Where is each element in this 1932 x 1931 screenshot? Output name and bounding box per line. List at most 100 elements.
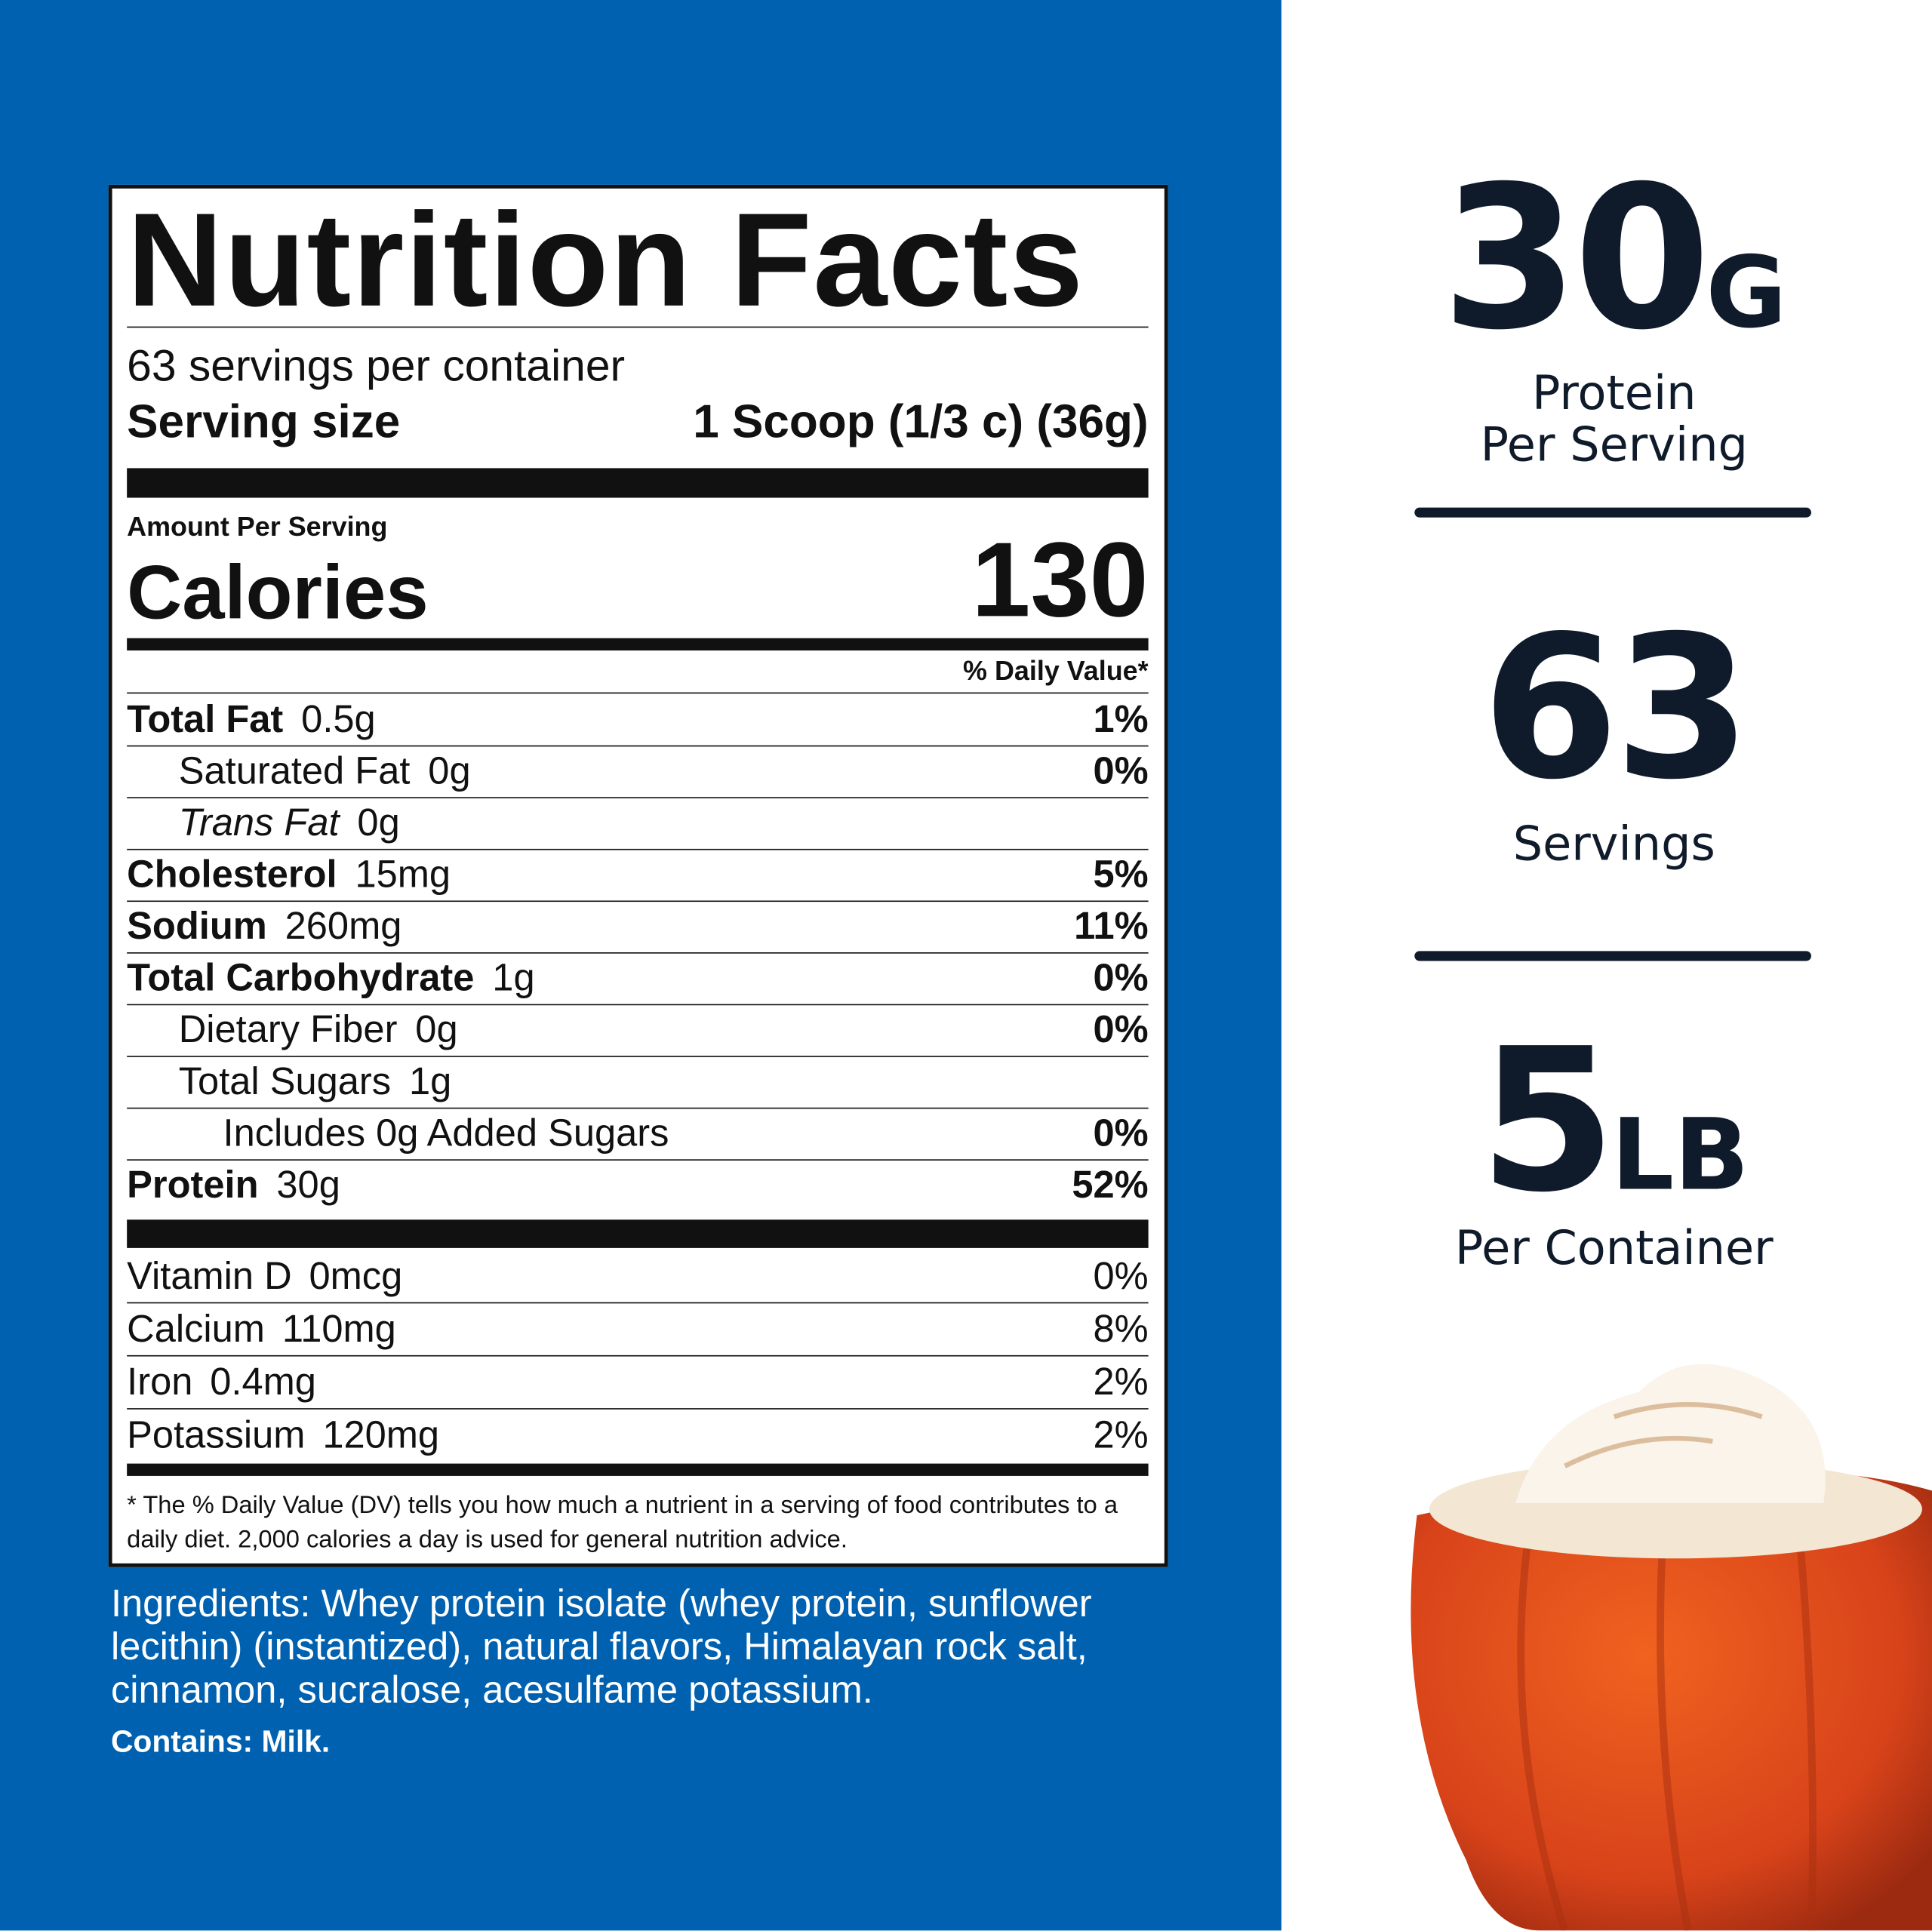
nutrient-row: Total Fat 0.5g 1% bbox=[127, 693, 1148, 746]
medium-rule bbox=[127, 1463, 1149, 1476]
nutrient-row: Includes 0g Added Sugars 0% bbox=[127, 1108, 1149, 1160]
rule bbox=[127, 692, 1149, 694]
rule bbox=[127, 326, 1149, 328]
nutrient-amount: 1g bbox=[408, 1059, 452, 1103]
rule bbox=[127, 1302, 1149, 1304]
nutrient-name: Dietary Fiber bbox=[178, 1007, 398, 1051]
nutrient-name: Trans Fat bbox=[178, 801, 340, 844]
nutrient-name: Total Carbohydrate bbox=[127, 955, 475, 1000]
medium-rule bbox=[127, 638, 1149, 651]
label-title: Nutrition Facts bbox=[127, 184, 1084, 334]
nutrient-text: Sodium 260mg bbox=[127, 904, 401, 947]
nutrient-row: Total Sugars 1g bbox=[127, 1056, 1148, 1108]
nutrient-text: Trans Fat 0g bbox=[127, 801, 400, 844]
nutrient-row: Cholesterol 15mg 5% bbox=[127, 849, 1148, 901]
stat-label: Per Container bbox=[1454, 1220, 1774, 1275]
contains: Contains: Milk. bbox=[110, 1724, 331, 1760]
calories-value: 130 bbox=[971, 521, 1149, 640]
nutrition-label bbox=[108, 184, 1168, 1567]
stat-value: 5 bbox=[1478, 1005, 1617, 1236]
nutrient-name: Total Fat bbox=[127, 697, 284, 741]
calories-label: Calories bbox=[127, 550, 429, 636]
serving-size-label: Serving size bbox=[127, 396, 401, 449]
rule bbox=[127, 1056, 1149, 1057]
vitamin-row: Iron 0.4mg 2% bbox=[127, 1357, 1148, 1409]
nutrient-text: Cholesterol 15mg bbox=[127, 853, 451, 896]
nutrient-name: Total Sugars bbox=[178, 1059, 392, 1103]
nutrient-amount: 1g bbox=[492, 955, 535, 1000]
daily-value-header: % Daily Value* bbox=[963, 655, 1149, 687]
rule bbox=[127, 1107, 1149, 1109]
servings-per-container: 63 servings per container bbox=[127, 340, 626, 391]
vitamin-amount: 110mg bbox=[281, 1307, 396, 1351]
nutrient-amount: 0g bbox=[428, 749, 471, 792]
stat-value: 30 bbox=[1441, 143, 1711, 374]
nutrient-text: Saturated Fat 0g bbox=[127, 749, 471, 792]
nutrient-text: Total Carbohydrate 1g bbox=[127, 956, 534, 999]
vitamin-name: Potassium bbox=[127, 1413, 306, 1456]
stat-label: Protein bbox=[1532, 365, 1697, 420]
nutrient-text: Dietary Fiber 0g bbox=[127, 1007, 458, 1051]
divider bbox=[1414, 507, 1811, 518]
stat-unit: LB bbox=[1611, 1097, 1749, 1213]
footnote: * The % Daily Value (DV) tells you how m… bbox=[127, 1492, 1118, 1554]
pumpkin-cup-image bbox=[1411, 1364, 1932, 1931]
vitamin-row: Calcium 110mg 8% bbox=[127, 1303, 1148, 1355]
nutrient-amount: 0.5g bbox=[301, 697, 376, 741]
rule bbox=[127, 1159, 1149, 1161]
vitamin-dv: 0% bbox=[1093, 1254, 1149, 1298]
stat-value: 63 bbox=[1481, 592, 1752, 823]
stat-unit: G bbox=[1706, 235, 1787, 350]
nutrient-dv: 5% bbox=[1093, 852, 1149, 896]
nutrient-name: Cholesterol bbox=[127, 852, 337, 896]
nutrient-amount: 0g bbox=[415, 1007, 458, 1051]
stat-figure: 30G bbox=[1367, 159, 1860, 419]
nutrient-dv: 0% bbox=[1093, 955, 1149, 1000]
rule bbox=[127, 745, 1149, 747]
rule bbox=[127, 797, 1149, 798]
nutrient-amount: 15mg bbox=[355, 852, 451, 896]
stat-label: Servings bbox=[1512, 816, 1715, 872]
nutrient-dv: 0% bbox=[1093, 749, 1149, 792]
stat-figure: 5LB bbox=[1367, 1022, 1860, 1281]
divider bbox=[1414, 951, 1811, 961]
nutrient-dv: 1% bbox=[1093, 697, 1149, 741]
nutrient-amount: 260mg bbox=[285, 904, 402, 948]
nutrient-dv: 52% bbox=[1072, 1163, 1149, 1207]
nutrient-name: Saturated Fat bbox=[178, 749, 411, 792]
nutrient-text: Total Fat 0.5g bbox=[127, 697, 376, 740]
serving-size: 1 Scoop (1/3 c) (36g) bbox=[693, 396, 1149, 449]
stat-figure: 63 bbox=[1367, 609, 1860, 869]
nutrient-name: Protein bbox=[127, 1163, 259, 1207]
nutrient-text: Includes 0g Added Sugars bbox=[127, 1112, 669, 1155]
vitamin-dv: 2% bbox=[1093, 1360, 1149, 1404]
vitamin-row: Potassium 120mg 2% bbox=[127, 1410, 1148, 1462]
rule bbox=[127, 1004, 1149, 1006]
vitamin-dv: 8% bbox=[1093, 1307, 1149, 1351]
vitamin-amount: 0.4mg bbox=[210, 1360, 316, 1404]
nutrient-row: Saturated Fat 0g 0% bbox=[127, 746, 1149, 798]
rule bbox=[127, 848, 1149, 850]
ingredients: Ingredients: Whey protein isolate (whey … bbox=[110, 1582, 1092, 1711]
vitamin-name: Vitamin D bbox=[127, 1254, 292, 1298]
nutrient-row: Total Carbohydrate 1g 0% bbox=[127, 952, 1148, 1004]
nutrient-dv: 0% bbox=[1093, 1007, 1149, 1051]
vitamin-name: Calcium bbox=[127, 1307, 265, 1351]
stat-label: Per Serving bbox=[1480, 417, 1748, 472]
vitamin-dv: 2% bbox=[1093, 1413, 1149, 1456]
nutrient-row: Sodium 260mg 11% bbox=[127, 900, 1148, 952]
thick-rule bbox=[127, 1219, 1149, 1248]
rule bbox=[127, 952, 1149, 954]
vitamin-amount: 120mg bbox=[322, 1413, 440, 1456]
vitamin-amount: 0mcg bbox=[309, 1254, 403, 1298]
nutrient-name: Includes 0g Added Sugars bbox=[223, 1111, 669, 1155]
nutrient-dv: 0% bbox=[1093, 1111, 1149, 1155]
nutrient-amount: 30g bbox=[276, 1163, 340, 1207]
nutrient-amount: 0g bbox=[357, 801, 400, 844]
rule bbox=[127, 900, 1149, 902]
vitamin-name: Iron bbox=[127, 1360, 193, 1404]
rule bbox=[127, 1408, 1149, 1410]
nutrient-row: Dietary Fiber 0g 0% bbox=[127, 1004, 1149, 1056]
vitamin-row: Vitamin D 0mcg 0% bbox=[127, 1250, 1148, 1302]
